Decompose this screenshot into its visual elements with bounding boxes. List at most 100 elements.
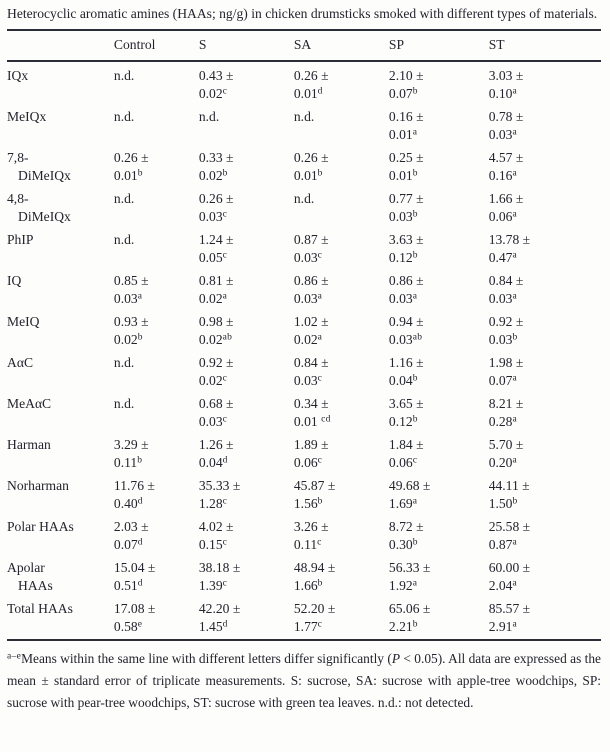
significance-letter: c xyxy=(222,578,228,589)
error-value: 0.07b xyxy=(388,86,418,101)
row-label-line: HAAs xyxy=(18,578,53,593)
row-label: MeIQ xyxy=(7,311,114,352)
significance-letter: a xyxy=(222,291,228,302)
significance-letter: c xyxy=(222,414,228,425)
not-detected-value: n.d. xyxy=(113,232,135,247)
table-row: IQ 0.85 ±0.03a 0.81 ±0.02a 0.86 ±0.03a 0.86 … xyxy=(7,270,601,311)
row-label-line: DiMeIQx xyxy=(18,168,71,183)
data-cell: 0.34 ± 0.01 cd xyxy=(294,393,389,434)
mean-value: 3.65 ± xyxy=(388,396,424,411)
significance-letter: d xyxy=(137,496,143,507)
significance-letter: a xyxy=(412,127,418,138)
row-label: Apolar HAAs xyxy=(7,557,114,598)
mean-value: 4.02 ± xyxy=(198,519,234,534)
significance-letter: a xyxy=(412,496,418,507)
significance-letter: c xyxy=(317,537,322,548)
data-cell: 11.76 ± 0.40d xyxy=(114,475,199,516)
error-value: 0.03b xyxy=(388,209,418,224)
error-value: 0.01b xyxy=(388,168,418,183)
column-header-sp: SP xyxy=(388,30,489,62)
data-cell: 2.03 ± 0.07d xyxy=(114,516,199,557)
mean-value: 8.21 ± xyxy=(488,396,524,411)
error-value: 0.06a xyxy=(488,209,518,224)
data-cell: 35.33 ± 1.28c xyxy=(199,475,294,516)
data-cell: 1.26 ± 0.04d xyxy=(199,434,294,475)
data-cell: 1.66 ± 0.06a xyxy=(489,188,601,229)
significance-letter: b xyxy=(317,578,323,589)
data-cell: 5.70 ± 0.20a xyxy=(489,434,601,475)
mean-value: 0.85 ± xyxy=(113,273,149,288)
data-cell: 0.68 ± 0.03c xyxy=(199,393,294,434)
significance-letter: c xyxy=(222,209,228,220)
mean-value: 1.02 ± xyxy=(293,314,329,329)
not-detected-value: n.d. xyxy=(113,68,135,83)
mean-value: 0.92 ± xyxy=(198,355,234,370)
significance-letter: b xyxy=(412,619,418,630)
column-header-control: Control xyxy=(113,30,199,62)
mean-value: 17.08 ± xyxy=(113,601,156,616)
row-label-line: IQ xyxy=(7,273,22,288)
row-label-line: DiMeIQx xyxy=(18,209,71,224)
significance-letter: b xyxy=(137,168,143,179)
error-value: 0.04d xyxy=(198,455,228,470)
data-cell: 0.86 ± 0.03a xyxy=(389,270,489,311)
data-cell: 3.03 ± 0.10a xyxy=(489,61,601,106)
column-header-st: ST xyxy=(488,30,601,62)
error-value: 0.28a xyxy=(488,414,518,429)
row-label: Polar HAAs xyxy=(7,516,114,557)
significance-letter: c xyxy=(317,373,323,384)
row-label: MeIQx xyxy=(7,106,114,147)
table-body: IQx n.d. 0.43 ± 0.02c 0.26 ± 0.01d 2.10 ± 0.07b… xyxy=(7,61,601,640)
error-value: 1.50b xyxy=(488,496,518,511)
not-detected-value: n.d. xyxy=(293,191,315,206)
mean-value: 65.06 ± xyxy=(388,601,431,616)
mean-value: 0.26 ± xyxy=(198,191,234,206)
data-cell: 15.04 ± 0.51d xyxy=(114,557,199,598)
significance-letter: a xyxy=(512,86,518,97)
table-row: 4,8- DiMeIQx n.d. 0.26 ± 0.03c n.d. 0.77 ± 0.03… xyxy=(7,188,601,229)
mean-value: 11.76 ± xyxy=(113,478,155,493)
error-value: 1.56b xyxy=(293,496,323,511)
error-value: 0.06c xyxy=(293,455,323,470)
significance-letter: a xyxy=(512,373,518,384)
column-header-s: S xyxy=(198,30,294,62)
footnote-p-symbol: P xyxy=(391,650,401,666)
error-value: 0.01b xyxy=(113,168,143,183)
mean-value: 25.58 ± xyxy=(488,519,531,534)
data-cell: n.d. xyxy=(294,188,389,229)
error-value: 0.06c xyxy=(388,455,418,470)
data-cell: 0.26 ± 0.01d xyxy=(294,61,389,106)
error-value: 1.45d xyxy=(198,619,228,634)
mean-value: 49.68 ± xyxy=(388,478,431,493)
table-row: MeIQx n.d. n.d. n.d. 0.16 ± 0.01a 0.78 ± 0.03a xyxy=(7,106,601,147)
data-cell: 3.29 ± 0.11b xyxy=(114,434,199,475)
data-cell: 0.84 ± 0.03c xyxy=(294,352,389,393)
error-value: 1.66b xyxy=(293,578,323,593)
row-label-line: Apolar xyxy=(7,560,45,575)
data-cell: 13.78 ± 0.47a xyxy=(489,229,601,270)
mean-value: 8.72 ± xyxy=(388,519,424,534)
data-cell: n.d. xyxy=(199,106,294,147)
row-label-line: Total HAAs xyxy=(7,601,73,616)
significance-letter: ab xyxy=(412,332,423,343)
data-cell: 44.11 ± 1.50b xyxy=(489,475,601,516)
mean-value: 1.98 ± xyxy=(488,355,524,370)
row-label: AαC xyxy=(7,352,114,393)
data-cell: 0.93 ± 0.02b xyxy=(114,311,199,352)
significance-letter: a xyxy=(512,455,518,466)
row-label: IQ xyxy=(7,270,114,311)
data-cell: 4.57 ± 0.16a xyxy=(489,147,601,188)
error-value: 0.03c xyxy=(198,414,228,429)
data-cell: 0.43 ± 0.02c xyxy=(199,61,294,106)
error-value: 0.20a xyxy=(488,455,518,470)
data-cell: 1.89 ± 0.06c xyxy=(294,434,389,475)
not-detected-value: n.d. xyxy=(113,396,135,411)
mean-value: 13.78 ± xyxy=(488,232,531,247)
mean-value: 0.77 ± xyxy=(388,191,424,206)
error-value: 2.04a xyxy=(488,578,518,593)
error-value: 0.30b xyxy=(388,537,418,552)
data-cell: 0.26 ± 0.01b xyxy=(294,147,389,188)
error-value: 0.10a xyxy=(488,86,518,101)
error-value: 1.69a xyxy=(388,496,418,511)
table-row: AαC n.d. 0.92 ± 0.02c 0.84 ± 0.03c 1.16 ± 0.04b… xyxy=(7,352,601,393)
